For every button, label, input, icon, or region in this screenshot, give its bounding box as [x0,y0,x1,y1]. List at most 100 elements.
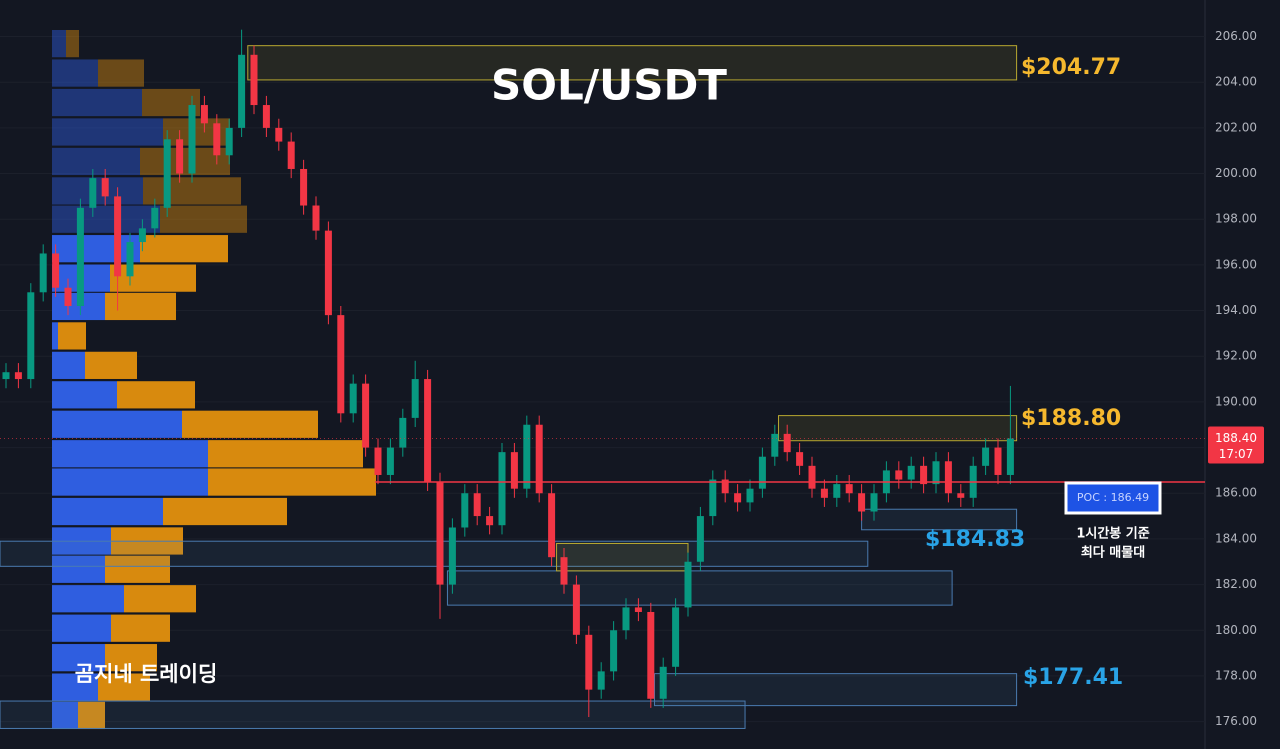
candle-body [548,493,556,558]
profile-buy [52,147,140,176]
candle-body [746,488,754,503]
y-tick-label: 204.00 [1215,75,1257,89]
candle-body [52,253,60,288]
profile-sell [182,410,318,438]
candle-body [312,205,320,231]
candle-body [151,207,159,229]
candle-body [300,168,308,206]
y-tick-label: 184.00 [1215,531,1257,545]
candle-body [845,484,853,494]
profile-sell [124,585,196,613]
candle-body [287,141,295,169]
candle-body [163,139,171,208]
candle-body [672,607,680,667]
profile-buy [52,322,58,350]
profile-sell [66,30,79,58]
candle-body [696,516,704,562]
candle-body [833,484,841,498]
price-label: $184.83 [925,527,1025,552]
candle-body [27,292,35,380]
candle-body [486,516,494,526]
candle-body [114,196,122,277]
candle-body [510,452,518,489]
candle-body [362,383,370,448]
candle-body [858,493,866,512]
candle-body [275,127,283,142]
profile-sell [105,555,170,583]
candle-body [473,493,481,517]
candle-body [932,461,940,485]
y-tick-label: 206.00 [1215,29,1257,43]
profile-buy [52,468,208,496]
y-tick-label: 176.00 [1215,714,1257,728]
candle-body [337,315,345,414]
candle-body [610,630,618,672]
candle-body [101,178,109,197]
candle-body [647,611,655,699]
candle-body [597,671,605,690]
price-label: $188.80 [1021,406,1121,431]
profile-sell [105,292,176,321]
candle-body [424,379,432,482]
price-label: $204.77 [1021,55,1121,80]
zone [247,45,1018,81]
profile-buy [52,30,66,58]
profile-sell [208,468,376,496]
profile-sell [78,701,105,730]
profile-sell [111,614,170,642]
profile-buy [52,614,111,642]
candle-body [895,470,903,480]
candle-body [944,461,952,494]
profile-sell [105,644,157,672]
y-tick-label: 178.00 [1215,668,1257,682]
profile-buy [52,118,163,146]
profile-buy [52,59,98,87]
profile-buy [52,88,142,117]
candle-body [349,383,357,414]
candle-body [238,54,246,128]
candle-body [622,607,630,631]
zone [654,673,1018,707]
candle-body [411,379,419,418]
profile-buy [52,497,163,526]
candle-body [324,230,332,316]
candle-body [808,465,816,489]
candle-body [64,287,72,306]
profile-buy [52,177,143,205]
profile-buy [52,585,124,613]
candle-body [39,253,47,293]
last-price: 188.40 [1215,431,1257,445]
watermark: 곰지네 트레이딩 [75,662,218,686]
profile-buy [52,644,105,672]
candle-body [138,228,146,243]
candle-body [225,127,233,156]
y-tick-label: 200.00 [1215,166,1257,180]
candle-body [1006,438,1014,475]
candle-body [758,456,766,489]
y-tick-label: 196.00 [1215,257,1257,271]
profile-sell [163,497,287,526]
poc-note: 1시간봉 기준 [1076,526,1149,542]
profile-sell [85,351,137,379]
candle-body [659,666,667,699]
candle-body [76,207,84,306]
candle-body [461,493,469,528]
poc-label: POC : 186.49 [1077,491,1149,504]
profile-sell [98,59,144,87]
candle-body [498,452,506,526]
profile-sell [110,264,196,292]
profile-sell [98,673,150,701]
candle-body [2,372,10,380]
last-price-time: 17:07 [1219,447,1254,461]
candle-body [14,372,22,380]
profile-buy [52,673,98,701]
profile-sell [58,322,86,350]
candle-body [523,424,531,489]
candle-body [783,433,791,453]
candle-body [994,447,1002,475]
candle-body [399,417,407,448]
y-tick-label: 190.00 [1215,394,1257,408]
candle-body [709,479,717,517]
